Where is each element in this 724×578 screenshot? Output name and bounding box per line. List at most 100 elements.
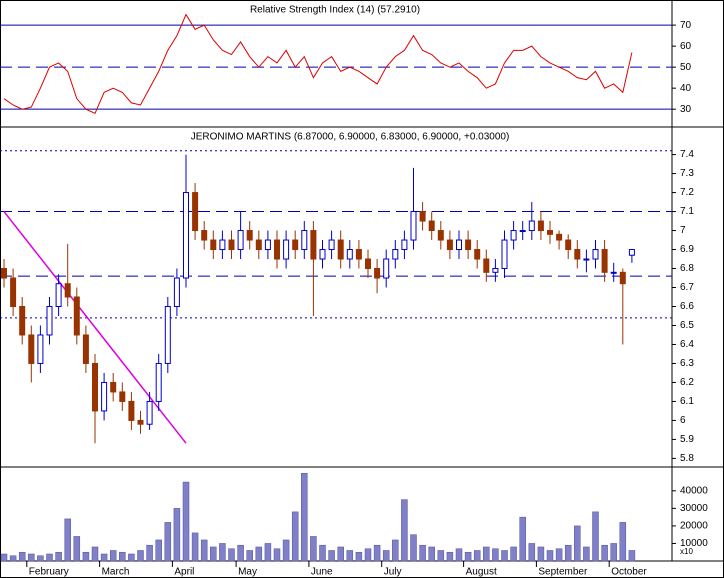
candle-body xyxy=(283,239,290,260)
y-tick-label: 6.7 xyxy=(680,282,694,293)
candle-body xyxy=(1,268,7,279)
candle-body xyxy=(228,239,235,251)
volume-bar xyxy=(537,546,545,562)
y-tick-label: 7 xyxy=(680,225,686,236)
candle-body xyxy=(556,233,563,241)
candle-body xyxy=(19,305,26,336)
price-title: JERONIMO MARTINS (6.87000, 6.90000, 6.83… xyxy=(191,132,510,143)
volume-unit: x10 xyxy=(680,547,693,556)
volume-bar xyxy=(46,553,53,562)
volume-bar xyxy=(501,550,508,562)
candle-body xyxy=(137,419,144,425)
candle-body xyxy=(301,230,308,251)
volume-bar xyxy=(282,539,290,562)
volume-bar xyxy=(428,546,435,562)
x-tick-label: April xyxy=(174,567,194,578)
volume-bar xyxy=(255,546,263,562)
volume-bar xyxy=(473,550,481,562)
volume-bar xyxy=(410,534,417,562)
x-tick-label: March xyxy=(102,567,130,578)
volume-bar xyxy=(364,548,372,562)
volume-bar xyxy=(328,550,335,562)
volume-bar xyxy=(583,546,590,562)
candle-body xyxy=(547,230,553,235)
volume-bar xyxy=(128,553,135,562)
candle-body xyxy=(146,400,153,425)
volume-bar xyxy=(510,546,517,562)
volume-bar xyxy=(455,548,463,562)
volume-bar xyxy=(109,550,117,562)
candle-body xyxy=(73,296,80,336)
volume-bar xyxy=(355,551,363,562)
volume-bar xyxy=(182,481,190,562)
volume-bar xyxy=(628,550,636,562)
candle-body xyxy=(219,239,226,251)
volume-bar xyxy=(18,551,26,562)
candle-body xyxy=(92,362,98,412)
y-tick-label: 60 xyxy=(680,41,692,52)
volume-bar xyxy=(82,551,90,562)
volume-bar xyxy=(564,544,572,562)
volume-bar xyxy=(382,550,390,562)
volume-bar xyxy=(619,522,627,562)
y-tick-label: 6.2 xyxy=(680,377,694,388)
y-tick-label: 6.4 xyxy=(680,339,694,350)
y-tick-label: 6.9 xyxy=(680,244,694,255)
candle-body xyxy=(255,239,262,251)
x-tick-label: June xyxy=(311,567,333,578)
volume-bar xyxy=(546,550,554,562)
candle-body xyxy=(64,283,71,298)
x-tick-label: September xyxy=(538,567,588,578)
candle-body xyxy=(55,283,62,307)
y-tick-label: 6.8 xyxy=(680,263,694,274)
volume-bar xyxy=(592,511,599,562)
y-tick-label: 30000 xyxy=(680,503,708,514)
volume-bar xyxy=(291,511,299,562)
candle-body xyxy=(483,258,490,273)
candle-body xyxy=(456,239,462,251)
volume-bar xyxy=(574,525,581,562)
candle-body xyxy=(465,239,472,251)
candle-body xyxy=(628,249,635,256)
volume-bar xyxy=(173,508,181,562)
rsi-title: Relative Strength Index (14) (57.2910) xyxy=(250,5,420,16)
volume-bar xyxy=(346,550,354,562)
candle-body xyxy=(419,211,426,222)
trendline xyxy=(3,211,187,444)
volume-bar xyxy=(264,543,272,562)
candle-body xyxy=(346,249,353,260)
candle-body xyxy=(201,230,208,241)
volume-bar xyxy=(273,548,281,562)
volume-bar xyxy=(100,553,108,562)
volume-bar xyxy=(0,553,8,562)
volume-bar xyxy=(555,548,563,562)
candle-body xyxy=(328,239,335,251)
candle-body xyxy=(519,230,526,233)
x-tick-label: May xyxy=(238,567,257,578)
y-tick-label: 7.3 xyxy=(680,168,694,179)
volume-bar xyxy=(373,544,381,562)
volume-bar xyxy=(237,544,244,562)
y-tick-label: 70 xyxy=(680,20,692,31)
candle-body xyxy=(274,239,280,260)
volume-bar xyxy=(64,518,71,562)
candle-body xyxy=(310,230,317,260)
volume-bar xyxy=(446,551,454,562)
y-tick-label: 20000 xyxy=(680,521,708,532)
y-tick-label: 50 xyxy=(680,62,692,73)
y-tick-label: 30 xyxy=(680,104,692,115)
volume-bar xyxy=(137,550,144,562)
candle-body xyxy=(492,268,499,273)
candle-body xyxy=(192,192,199,232)
volume-bar xyxy=(246,550,253,562)
y-tick-label: 6 xyxy=(680,415,686,426)
candle-body xyxy=(337,239,344,260)
volume-bar xyxy=(191,532,199,562)
candle-body xyxy=(46,305,53,336)
candle-body xyxy=(619,271,626,285)
volume-bar xyxy=(319,544,326,562)
volume-bar xyxy=(119,551,126,562)
candle-body xyxy=(101,381,108,412)
